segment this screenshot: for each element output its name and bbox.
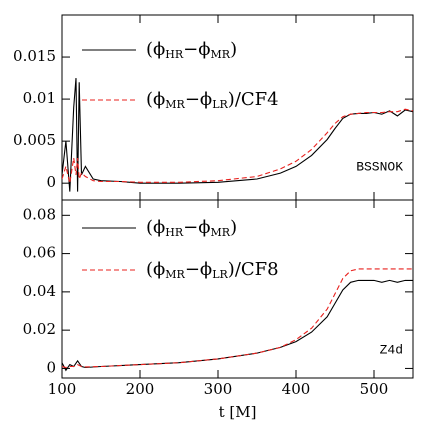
series-line [62,268,413,369]
series-line [62,279,413,372]
x-axis-label: t [M] [219,403,257,421]
series-line [62,108,413,184]
x-tick-label: 500 [360,380,389,398]
legend-label: (ϕHR−ϕMR) [146,217,237,239]
y-tick-label: 0 [46,358,56,376]
annotation: Z4d [380,342,403,357]
x-tick-label: 200 [126,380,155,398]
legend-label: (ϕMR−ϕLR)/CF8 [146,259,279,281]
legend-label: (ϕMR−ϕLR)/CF4 [146,89,279,111]
y-tick-label: 0.015 [13,47,56,65]
x-tick-label: 400 [282,380,311,398]
annotation: BSSNOK [356,159,403,174]
legend-label: (ϕHR−ϕMR) [146,39,237,61]
x-tick-label: 100 [48,380,77,398]
y-tick-label: 0.08 [23,205,56,223]
y-tick-label: 0.04 [23,282,56,300]
y-tick-label: 0.02 [23,320,56,338]
plot-frame [61,199,414,379]
y-tick-label: 0.005 [13,131,56,149]
x-tick-label: 300 [204,380,233,398]
y-tick-label: 0.06 [23,244,56,262]
y-tick-label: 0 [46,173,56,191]
y-tick-label: 0.01 [23,89,56,107]
